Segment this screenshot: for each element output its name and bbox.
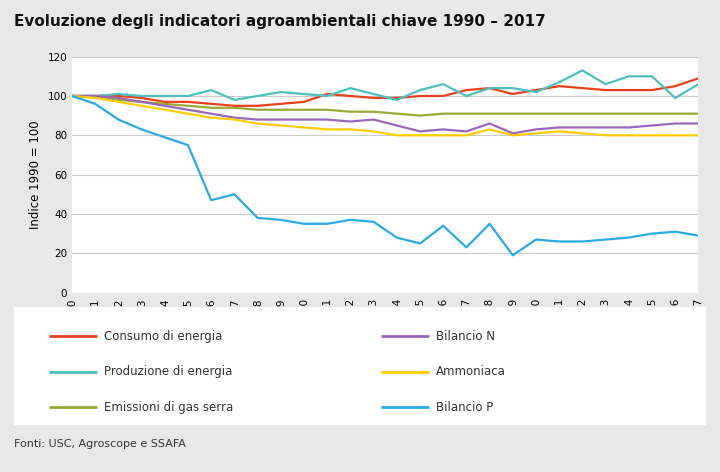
Text: Bilancio P: Bilancio P — [436, 401, 493, 413]
Text: Fonti: USC, Agroscope e SSAFA: Fonti: USC, Agroscope e SSAFA — [14, 439, 186, 449]
Text: Bilancio N: Bilancio N — [436, 330, 495, 343]
Text: Evoluzione degli indicatori agroambientali chiave 1990 – 2017: Evoluzione degli indicatori agroambienta… — [14, 14, 546, 29]
Text: Ammoniaca: Ammoniaca — [436, 365, 506, 378]
Text: Consumo di energia: Consumo di energia — [104, 330, 222, 343]
Y-axis label: Indice 1990 = 100: Indice 1990 = 100 — [29, 120, 42, 229]
Text: Emissioni di gas serra: Emissioni di gas serra — [104, 401, 233, 413]
Text: Produzione di energia: Produzione di energia — [104, 365, 233, 378]
